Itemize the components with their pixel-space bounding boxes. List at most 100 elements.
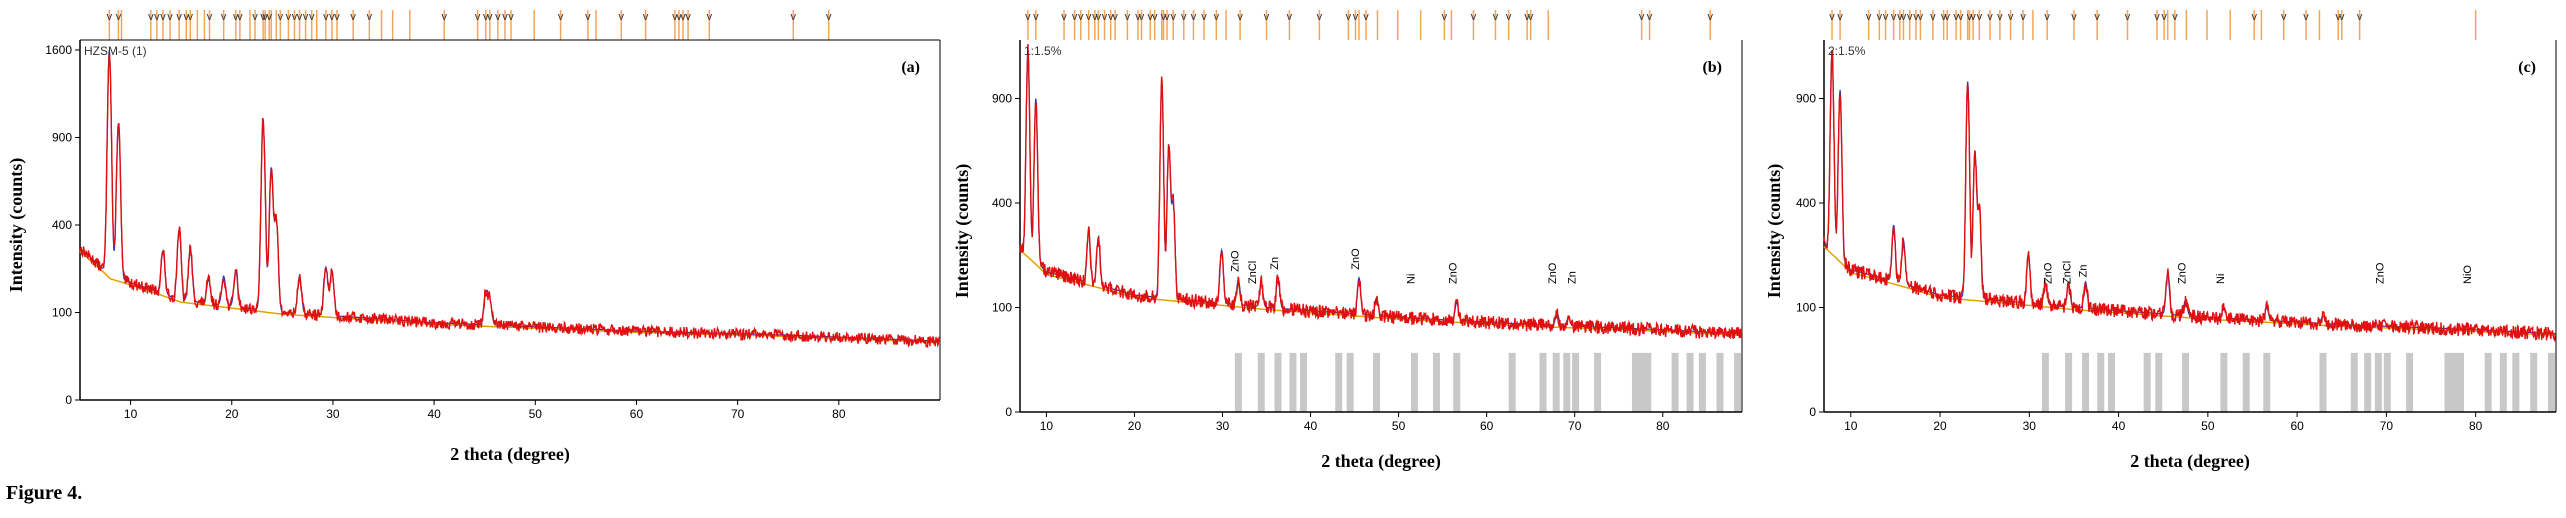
x-tick-label: 10 xyxy=(124,407,138,421)
reference-mark: v xyxy=(1708,11,1714,23)
phase-annotation: Zn xyxy=(2077,265,2089,278)
reference-mark: v xyxy=(680,11,686,23)
reference-mark: v xyxy=(1970,11,1976,23)
reference-mark: v xyxy=(154,11,160,23)
reference-mark: v xyxy=(1086,11,1092,23)
reference-mark: v xyxy=(1164,11,1170,23)
reference-mark: v xyxy=(1025,11,1031,23)
reference-mark: v xyxy=(495,11,501,23)
panel-label: (c) xyxy=(2518,59,2536,76)
phase-reference-bar xyxy=(2143,352,2151,412)
phase-reference-bar xyxy=(1453,352,1461,412)
reference-mark: v xyxy=(643,11,649,23)
phase-reference-bar xyxy=(2512,352,2520,412)
x-tick-label: 30 xyxy=(1216,419,1230,433)
phase-reference-bar xyxy=(2484,352,2492,412)
phase-annotation: ZnO xyxy=(2375,262,2387,284)
reference-mark: v xyxy=(176,11,182,23)
phase-annotation: ZnO xyxy=(2043,262,2055,284)
y-tick-label: 900 xyxy=(992,91,1012,105)
reference-mark: v xyxy=(160,11,166,23)
phase-reference-bar xyxy=(1671,352,1679,412)
panel-label: (b) xyxy=(1702,59,1722,76)
reference-mark: v xyxy=(1214,11,1220,23)
reference-mark: v xyxy=(1471,11,1477,23)
phase-reference-bar xyxy=(1432,352,1440,412)
phase-reference-bar xyxy=(1234,352,1242,412)
phase-reference-bar xyxy=(1508,352,1516,412)
reference-mark: v xyxy=(2357,11,2363,23)
reference-mark: v xyxy=(1897,11,1903,23)
phase-reference-bar xyxy=(2530,352,2538,412)
y-tick-label: 0 xyxy=(1809,405,1816,419)
y-tick-label: 400 xyxy=(992,196,1012,210)
reference-mark: v xyxy=(334,11,340,23)
x-tick-label: 60 xyxy=(1480,419,1494,433)
reference-mark: v xyxy=(221,11,227,23)
x-tick-label: 50 xyxy=(529,407,543,421)
x-tick-label: 60 xyxy=(630,407,644,421)
phase-reference-bar xyxy=(2041,352,2049,412)
reference-mark: v xyxy=(2008,11,2014,23)
reference-mark: v xyxy=(1493,11,1499,23)
reference-mark: v xyxy=(1944,11,1950,23)
x-tick-label: 20 xyxy=(225,407,239,421)
reference-mark: v xyxy=(1191,11,1197,23)
reference-mark: v xyxy=(309,11,315,23)
phase-reference-bar xyxy=(1552,352,1560,412)
reference-mark: v xyxy=(1237,11,1243,23)
reference-mark: v xyxy=(303,11,309,23)
phase-reference-bar xyxy=(2444,352,2452,412)
phase-reference-bar xyxy=(1373,352,1381,412)
y-tick-label: 0 xyxy=(65,393,72,407)
reference-mark: v xyxy=(1170,11,1176,23)
x-tick-label: 60 xyxy=(2290,419,2304,433)
reference-mark: v xyxy=(1092,11,1098,23)
phase-reference-bar xyxy=(1346,352,1354,412)
phase-reference-bar xyxy=(2220,352,2228,412)
phase-reference-bar xyxy=(1572,352,1580,412)
chart-panel-1: v v v v v v v vv v v vv v vvv v v v v v v v v v v v v v vv v v v v v v v v… xyxy=(6,10,941,465)
reference-mark: v xyxy=(183,11,189,23)
phase-reference-bar xyxy=(1631,352,1639,412)
reference-mark: v xyxy=(2172,11,2178,23)
reference-mark: v xyxy=(1033,11,1039,23)
chart-panel-3: v v v v v v vv v vv v vv vv vv v v v v v v v v v v v v v v v vv v10 20… xyxy=(1764,10,2557,472)
reference-mark: v xyxy=(791,11,797,23)
reference-mark: v xyxy=(1152,11,1158,23)
reference-mark: v xyxy=(292,11,298,23)
x-tick-label: 20 xyxy=(1933,419,1947,433)
reference-mark: v xyxy=(1096,11,1102,23)
phase-reference-bar xyxy=(1638,352,1646,412)
y-axis-label: Intensity (counts) xyxy=(1764,164,1785,299)
figure-caption: Figure 4. xyxy=(6,482,83,504)
phase-reference-bar xyxy=(1335,352,1343,412)
phase-reference-bar xyxy=(1410,352,1418,412)
reference-mark: v xyxy=(1866,11,1872,23)
x-axis-label: 2 theta (degree) xyxy=(1321,451,1441,472)
reference-mark: v xyxy=(207,11,213,23)
reference-mark: v xyxy=(1930,11,1936,23)
reference-mark: v xyxy=(2020,11,2026,23)
reference-mark: v xyxy=(2335,11,2341,23)
reference-mark: v xyxy=(1837,11,1843,23)
reference-mark: v xyxy=(1181,11,1187,23)
reference-mark: v xyxy=(2303,11,2309,23)
phase-reference-bar xyxy=(1257,352,1265,412)
reference-mark: v xyxy=(329,11,335,23)
reference-mark: v xyxy=(1442,11,1448,23)
reference-mark: v xyxy=(2252,11,2258,23)
reference-mark: v xyxy=(1953,11,1959,23)
phase-reference-bar xyxy=(1698,352,1706,412)
reference-mark: v xyxy=(508,11,514,23)
y-tick-label: 900 xyxy=(1796,91,1816,105)
reference-mark: v xyxy=(262,11,268,23)
phase-reference-bar xyxy=(2456,352,2464,412)
phase-reference-bar xyxy=(1563,352,1571,412)
reference-mark: v xyxy=(483,11,489,23)
reference-mark: v xyxy=(1647,11,1653,23)
phase-reference-bar xyxy=(1734,352,1742,412)
x-tick-label: 40 xyxy=(2112,419,2126,433)
phase-annotation: Zn xyxy=(1269,257,1281,270)
x-axis-label: 2 theta (degree) xyxy=(2130,451,2250,472)
